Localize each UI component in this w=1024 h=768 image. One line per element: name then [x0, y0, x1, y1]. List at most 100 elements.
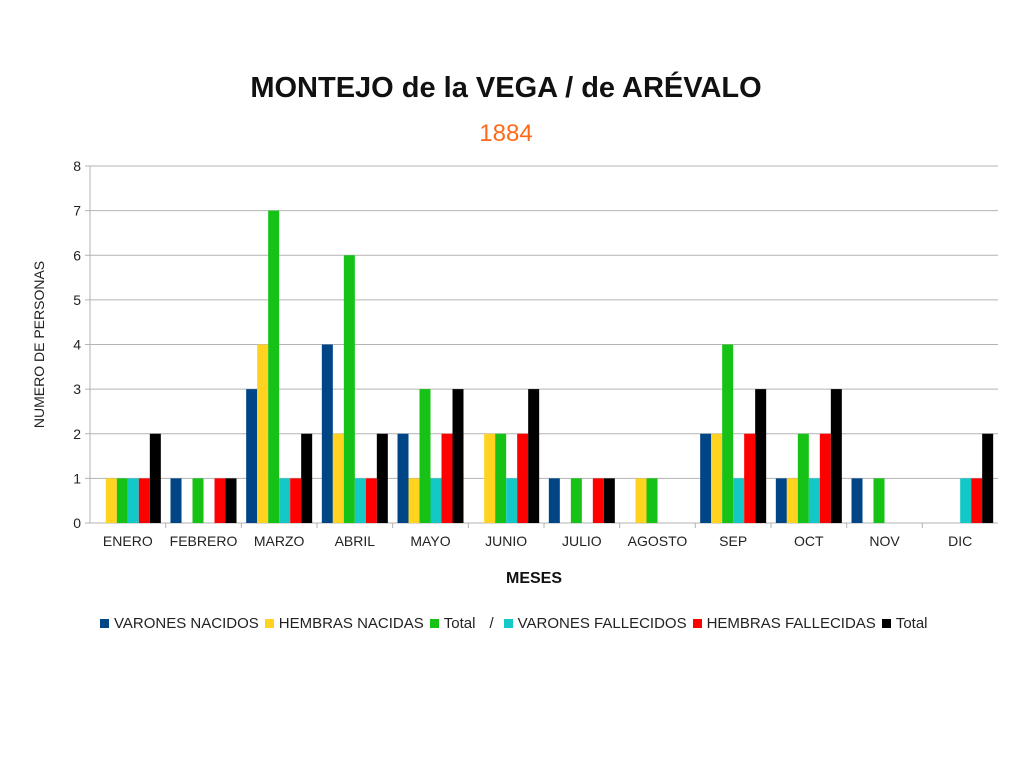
y-tick-label: 5 — [73, 292, 81, 308]
x-tick-label: ABRIL — [335, 533, 376, 549]
x-tick-label: OCT — [794, 533, 824, 549]
bar — [960, 478, 972, 523]
bar — [225, 478, 237, 523]
legend-item: Total — [881, 615, 928, 632]
bar — [733, 478, 745, 523]
x-axis-title: MESES — [506, 570, 562, 587]
bar — [321, 344, 333, 523]
bar — [279, 478, 291, 523]
bar — [786, 478, 798, 523]
bar — [301, 433, 313, 523]
bar — [873, 478, 885, 523]
bar — [570, 478, 582, 523]
legend-item: HEMBRAS FALLECIDAS — [692, 615, 876, 632]
legend-label: VARONES NACIDOS — [114, 615, 259, 632]
bar — [495, 433, 507, 523]
y-tick-label: 0 — [73, 515, 81, 531]
legend-label: Total — [443, 615, 476, 632]
y-tick-label: 4 — [73, 337, 81, 353]
y-tick-label: 3 — [73, 381, 81, 397]
bar — [192, 478, 204, 523]
legend-swatch — [503, 619, 513, 628]
x-tick-label: FEBRERO — [170, 533, 238, 549]
bar — [246, 389, 258, 523]
bar — [646, 478, 658, 523]
bar — [170, 478, 182, 523]
legend-item: Total — [429, 615, 476, 632]
bar — [257, 344, 269, 523]
x-tick-label: MARZO — [254, 533, 305, 549]
x-tick-label: JUNIO — [485, 533, 527, 549]
bar — [517, 433, 529, 523]
bar — [484, 433, 496, 523]
bar — [268, 210, 280, 523]
x-tick-label: SEP — [719, 533, 747, 549]
legend-item: VARONES NACIDOS — [100, 615, 259, 632]
chart-legend: VARONES NACIDOS HEMBRAS NACIDAS Total / VARO… — [100, 615, 1000, 635]
legend-swatch — [100, 619, 109, 628]
bar — [808, 478, 820, 523]
bar — [365, 478, 377, 523]
y-axis-title: NUMERO DE PERSONAS — [31, 261, 47, 428]
chart-subtitle: 1884 — [479, 120, 533, 147]
bar — [408, 478, 420, 523]
bar — [354, 478, 366, 523]
bar — [116, 478, 128, 523]
x-tick-label: MAYO — [410, 533, 450, 549]
bar — [290, 478, 302, 523]
bar — [214, 478, 226, 523]
x-tick-label: NOV — [869, 533, 900, 549]
bar — [528, 389, 540, 523]
bar — [506, 478, 518, 523]
legend-swatch — [881, 619, 891, 628]
bar — [441, 433, 453, 523]
bar — [419, 389, 431, 523]
bar — [430, 478, 442, 523]
bar — [971, 478, 983, 523]
bar — [452, 389, 464, 523]
bar — [105, 478, 117, 523]
bar-chart: 0 1 2 3 4 5 6 7 8 ENERO FEBRERO MARZO ABRIL MAYO JUNIO… — [31, 158, 998, 587]
bar — [711, 433, 723, 523]
y-tick-label: 6 — [73, 247, 81, 263]
bar — [376, 433, 388, 523]
bar — [635, 478, 647, 523]
bar — [592, 478, 604, 523]
bar — [851, 478, 863, 523]
bar — [603, 478, 615, 523]
x-tick-label: DIC — [948, 533, 972, 549]
legend-label: HEMBRAS NACIDAS — [278, 615, 424, 632]
bar — [343, 255, 355, 523]
legend-label: Total — [895, 615, 928, 632]
legend-swatch — [264, 619, 274, 628]
bar — [797, 433, 809, 523]
legend-swatch — [429, 619, 439, 628]
legend-separator: / — [489, 615, 494, 632]
legend-label: HEMBRAS FALLECIDAS — [706, 615, 876, 632]
x-tick-label: AGOSTO — [628, 533, 688, 549]
y-tick-label: 2 — [73, 426, 81, 442]
bar — [149, 433, 161, 523]
bar — [127, 478, 139, 523]
bar — [397, 433, 409, 523]
x-tick-label: ENERO — [103, 533, 153, 549]
legend-item: HEMBRAS NACIDAS — [264, 615, 424, 632]
bar — [819, 433, 831, 523]
legend-label: VARONES FALLECIDOS — [517, 615, 687, 632]
chart-title: MONTEJO de la VEGA / de ARÉVALO — [250, 72, 762, 104]
bar — [755, 389, 767, 523]
bar — [548, 478, 560, 523]
bar — [332, 433, 344, 523]
bar — [700, 433, 712, 523]
legend-swatch — [692, 619, 702, 628]
legend-item: VARONES FALLECIDOS — [503, 615, 687, 632]
y-tick-label: 1 — [73, 470, 81, 486]
y-tick-label: 8 — [73, 158, 81, 174]
bar — [138, 478, 150, 523]
bar — [722, 344, 734, 523]
bar — [830, 389, 842, 523]
x-tick-label: JULIO — [562, 533, 602, 549]
bar — [744, 433, 756, 523]
bar — [775, 478, 787, 523]
